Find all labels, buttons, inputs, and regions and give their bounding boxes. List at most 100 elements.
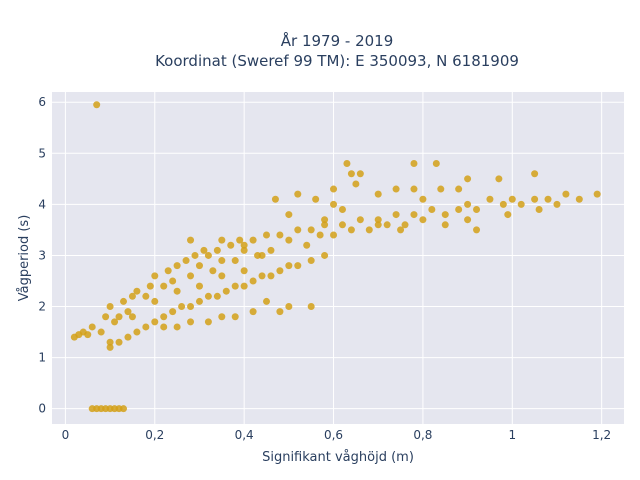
data-point [263,297,270,305]
data-point [151,318,159,326]
data-point [106,343,114,351]
data-point [347,170,355,178]
data-point [111,318,119,326]
data-point [249,308,257,316]
data-point [218,236,226,244]
chart-title-line1: År 1979 - 2019 [281,31,394,50]
data-point [517,200,525,208]
y-tick-label: 6 [38,95,46,109]
data-point [88,323,96,331]
data-point [200,246,208,254]
data-point [195,262,203,270]
data-point [392,185,400,193]
data-point [374,216,382,224]
data-point [187,236,195,244]
data-point [486,195,494,203]
data-point [307,226,315,234]
data-point [365,226,373,234]
data-point [531,170,539,178]
data-point [307,303,315,311]
data-point [441,221,449,229]
data-point [240,241,248,249]
data-point [173,287,181,295]
data-point [195,282,203,290]
data-point [128,292,136,300]
data-point [142,323,150,331]
data-point [410,211,418,219]
data-point [294,226,302,234]
data-point [151,297,159,305]
x-axis-ticks: 0 0,2 0,4 0,6 0,8 1 1,2 [62,428,612,442]
data-point [124,333,132,341]
data-point [401,221,409,229]
data-point [231,313,239,321]
x-tick-label: 0,6 [324,428,343,442]
data-point [209,267,217,275]
data-point [535,205,543,213]
y-tick-label: 2 [38,300,46,314]
data-point [330,185,338,193]
data-point [146,282,154,290]
data-point [432,160,440,168]
data-point [441,211,449,219]
data-point [374,190,382,198]
y-tick-label: 3 [38,248,46,262]
x-tick-label: 1,2 [592,428,611,442]
data-point [495,175,503,183]
chart-title-line2: Koordinat (Sweref 99 TM): E 350093, N 61… [155,52,519,70]
data-point [102,313,110,321]
data-point [267,272,275,280]
data-point [419,216,427,224]
y-axis-label: Vågperiod (s) [17,215,32,302]
data-point [508,195,516,203]
data-point [531,195,539,203]
data-point [464,200,472,208]
data-point [267,246,275,254]
data-point [499,200,507,208]
data-point [455,205,463,213]
data-point [204,318,212,326]
data-point [169,277,177,285]
data-point [191,251,199,259]
data-point [437,185,445,193]
data-point [271,195,279,203]
data-point [316,231,324,239]
data-point [285,236,293,244]
x-tick-label: 0,2 [145,428,164,442]
data-point [249,236,257,244]
x-axis-label: Signifikant våghöjd (m) [262,450,414,465]
data-point [133,328,141,336]
data-point [240,282,248,290]
data-point [428,205,436,213]
data-point [222,287,230,295]
data-point [321,221,329,229]
data-point [142,292,150,300]
data-point [151,272,159,280]
data-point [330,200,338,208]
data-point [352,180,360,188]
data-point [187,303,195,311]
x-tick-label: 0,8 [413,428,432,442]
data-point [106,303,114,311]
data-point [182,257,190,265]
data-point [312,195,320,203]
x-tick-label: 0 [62,428,70,442]
data-point [276,267,284,275]
data-point [133,287,141,295]
data-point [128,313,136,321]
data-point [187,318,195,326]
data-point [240,267,248,275]
data-point [410,160,418,168]
data-point [204,292,212,300]
data-point [93,101,101,109]
data-points [70,101,601,413]
data-point [321,216,329,224]
data-point [464,175,472,183]
data-point [276,231,284,239]
data-point [97,328,105,336]
data-point [410,185,418,193]
data-point [285,303,293,311]
data-point [213,292,221,300]
data-point [455,185,463,193]
